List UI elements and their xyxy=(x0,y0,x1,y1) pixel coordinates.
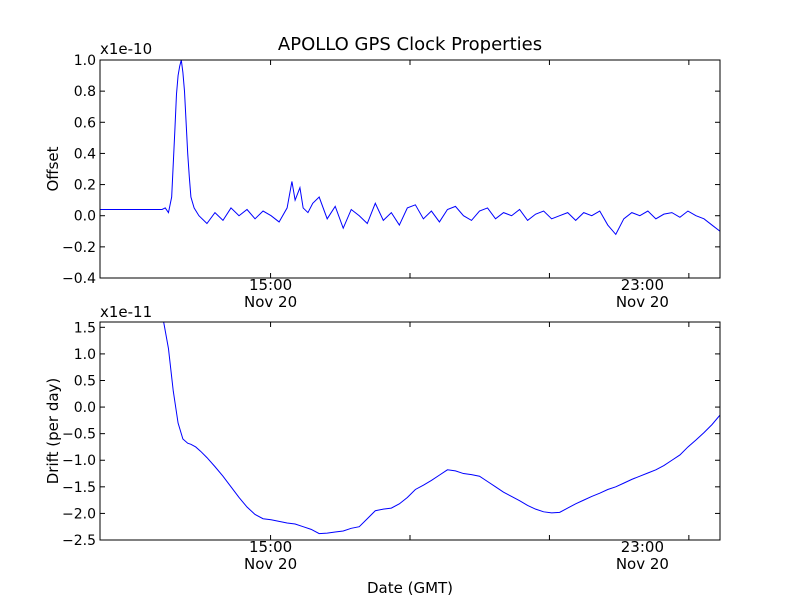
drift-y-tick-labels: −2.5 −2.0 −1.5 −1.0 −0.5 0.0 0.5 1.0 1.5 xyxy=(62,320,96,549)
drift-y-tick-label: 1.5 xyxy=(74,320,96,336)
drift-x-tick-label-date: Nov 20 xyxy=(616,555,669,573)
drift-y-tick-label: −0.5 xyxy=(62,427,96,443)
offset-y-tick-label: 0.8 xyxy=(74,84,96,100)
drift-y-tick-label: 1.0 xyxy=(74,347,96,363)
drift-x-tick-label-time: 23:00 xyxy=(621,538,664,556)
drift-y-tick-label: 0.0 xyxy=(74,400,96,416)
drift-y-tick-label: 0.5 xyxy=(74,373,96,389)
drift-panel: x1e-11 Drift (per day) Date (GMT) 15:00N… xyxy=(44,303,721,597)
figure-title: APOLLO GPS Clock Properties xyxy=(278,34,542,55)
offset-y-tick-label: 1.0 xyxy=(74,53,96,69)
offset-series-line xyxy=(100,60,720,236)
drift-series-line xyxy=(100,322,720,535)
offset-y-tick-label: −0.2 xyxy=(62,240,96,256)
drift-y-tick-label: −1.0 xyxy=(62,453,96,469)
offset-y-axis-label: Offset xyxy=(44,146,62,191)
offset-y-tick-label: −0.4 xyxy=(62,271,96,287)
drift-y-axis-label: Drift (per day) xyxy=(44,378,62,485)
drift-x-axis-label: Date (GMT) xyxy=(367,579,453,597)
offset-y-tick-label: 0.2 xyxy=(74,178,96,194)
offset-y-tick-label: 0.0 xyxy=(74,209,96,225)
offset-series xyxy=(100,60,720,236)
drift-y-tick-label: −1.5 xyxy=(62,480,96,496)
offset-y-tick-labels: −0.4 −0.2 0.0 0.2 0.4 0.6 0.8 1.0 xyxy=(62,53,96,287)
offset-x-tick-label-time: 23:00 xyxy=(621,276,664,294)
offset-y-tick-label: 0.4 xyxy=(74,146,96,162)
offset-exponent-label: x1e-10 xyxy=(100,40,152,58)
drift-exponent-label: x1e-11 xyxy=(100,303,152,321)
drift-y-tick-label: −2.0 xyxy=(62,506,96,522)
offset-plot-frame xyxy=(99,59,721,279)
drift-x-tick-label-date: Nov 20 xyxy=(244,555,297,573)
drift-y-tick-label: −2.5 xyxy=(62,533,96,549)
drift-plot-frame xyxy=(99,321,721,541)
drift-series xyxy=(100,322,720,535)
offset-x-tick-label-date: Nov 20 xyxy=(244,293,297,311)
offset-x-tick-label-time: 15:00 xyxy=(249,276,292,294)
drift-x-tick-label-time: 15:00 xyxy=(249,538,292,556)
offset-y-tick-label: 0.6 xyxy=(74,115,96,131)
offset-x-tick-label-date: Nov 20 xyxy=(616,293,669,311)
